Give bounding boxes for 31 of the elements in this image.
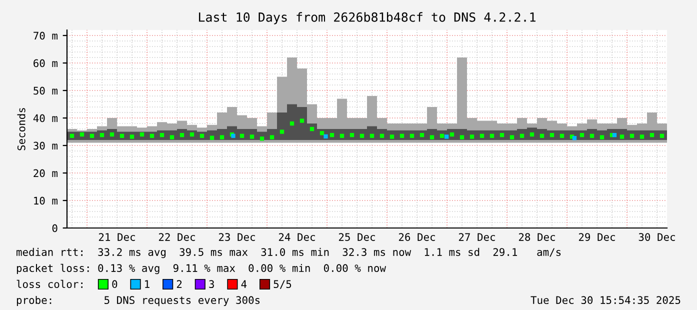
text: loss color: [16,280,82,288]
y-axis-title: Seconds [17,108,26,150]
y-tick-label: 10 m [34,196,58,205]
legend-label: 0 [112,280,118,288]
legend-label: 3 [209,280,214,288]
x-tick-label: 21 Dec [98,233,135,241]
x-tick-label: 30 Dec [638,233,675,241]
text: median rtt: 33.2 ms avg 39.5 ms max 31.0 ms min 32.3 ms now 1.1 ms sd 29.1 am/s [16,248,561,258]
x-tick-label: 25 Dec [338,233,375,241]
chart-title: Last 10 Days from 2626b81b48cf to DNS 4.2.2.1 [198,12,536,24]
legend-label: 5/5 [274,280,292,289]
y-tick-label: 40 m [33,114,58,122]
y-tick-label: 30 m [34,142,58,150]
y-tick-label: 70 m [34,32,58,40]
x-tick-label: 23 Dec [218,233,255,241]
x-tick-label: 28 Dec [518,233,555,241]
legend-label: 4 [241,280,247,288]
text: Tue Dec 30 15:54:35 2025 [530,296,680,304]
legend-label: 2 [176,280,182,288]
y-tick-label: 60 m [34,59,58,68]
x-tick-label: 24 Dec [278,233,315,241]
x-tick-label: 22 Dec [158,233,195,241]
y-tick-label: 50 m [34,86,58,95]
y-tick-label: 20 m [34,169,58,178]
x-tick-label: 27 Dec [458,233,495,241]
legend-label: 1 [145,280,150,288]
x-tick-label: 29 Dec [578,233,615,241]
x-tick-label: 26 Dec [398,233,435,241]
text: probe: 5 DNS requests every 300s [16,296,260,306]
y-tick-label: 0 [52,224,58,232]
text: packet loss: 0.13 % avg 9.11 % max 0.00 % min 0.00 % now [16,264,386,274]
